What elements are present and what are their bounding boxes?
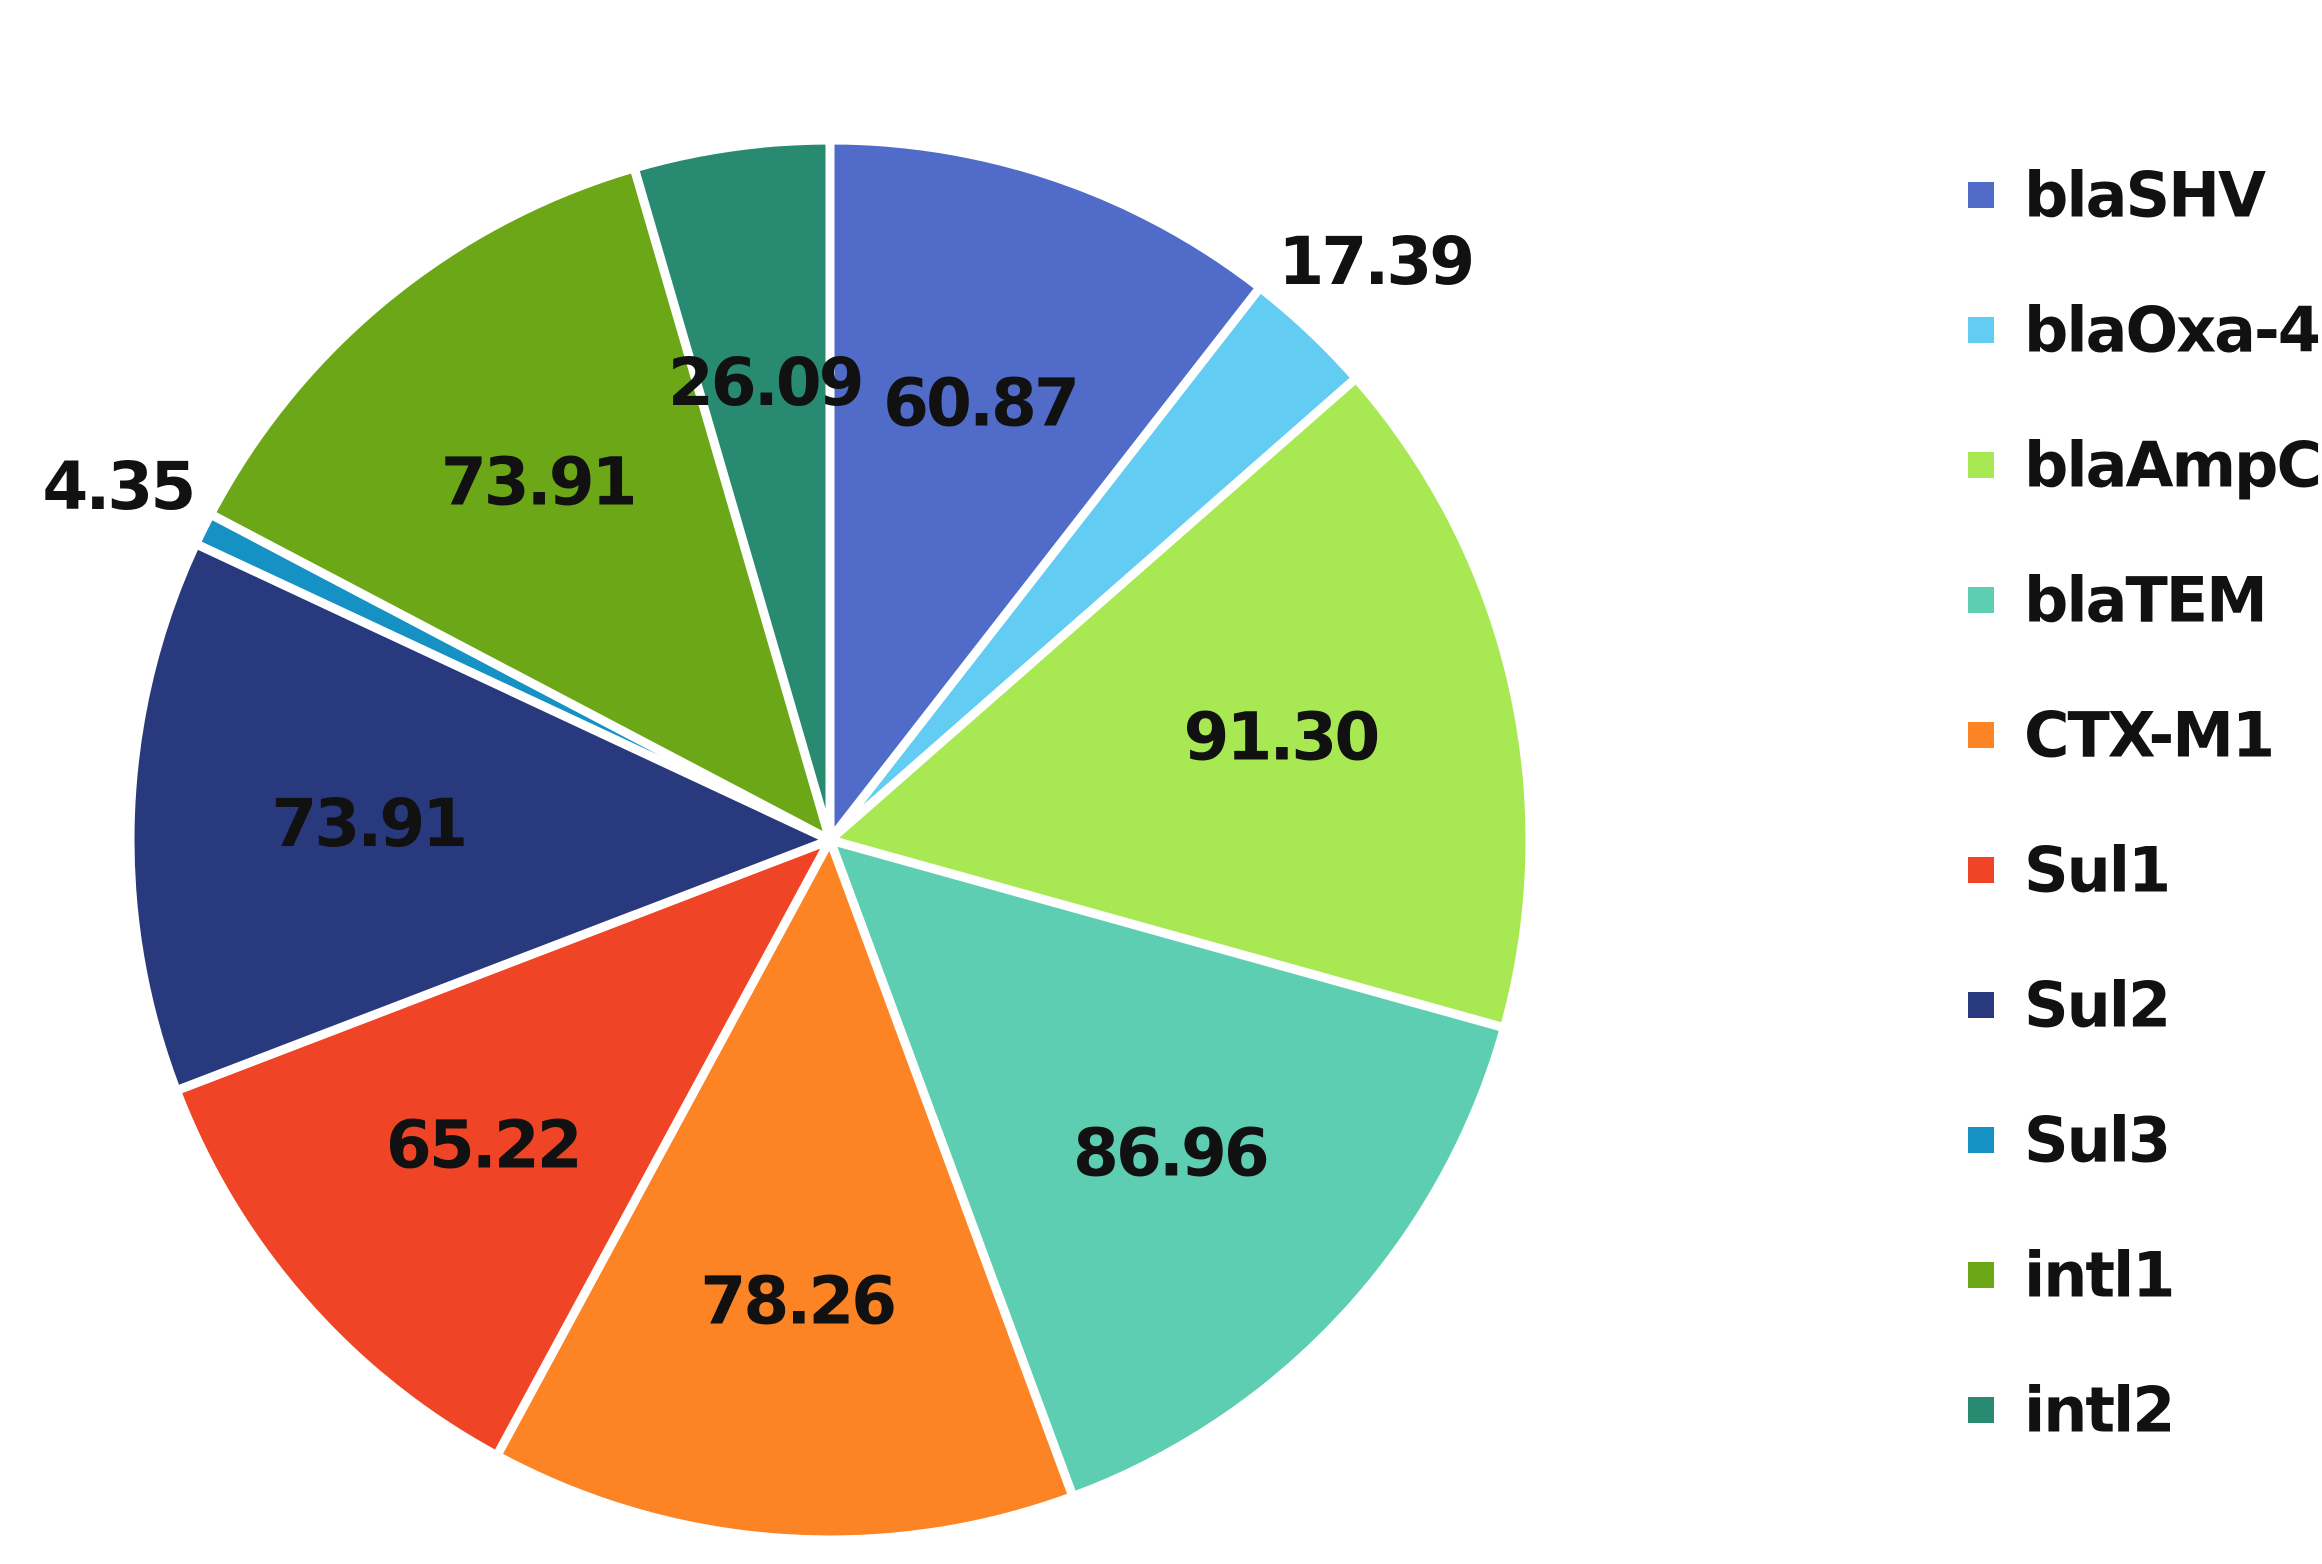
- legend-swatch-ctx-m1: [1968, 722, 1994, 748]
- slice-ctx-m1: [492, 835, 1078, 1545]
- legend-label-blashv: blaSHV: [2024, 159, 2266, 232]
- legend-swatch-intl1: [1968, 1262, 1994, 1288]
- slice-blaampc: [825, 373, 1535, 1033]
- data-label-ctx-m1: 78.26: [700, 1262, 894, 1339]
- data-label-blashv: 60.87: [883, 365, 1077, 442]
- slice-intl1: [205, 163, 835, 845]
- data-label-intl2: 26.09: [668, 344, 862, 421]
- legend-label-sul1: Sul1: [2024, 834, 2169, 907]
- legend-swatch-sul2: [1968, 992, 1994, 1018]
- legend-label-blaoxa-4: blaOxa-4: [2024, 294, 2319, 367]
- slice-blatem: [825, 835, 1509, 1502]
- slice-blashv: [825, 135, 1265, 845]
- legend-swatch-sul3: [1968, 1127, 1994, 1153]
- data-label-sul2: 73.91: [271, 785, 465, 862]
- data-label-intl1: 73.91: [441, 444, 635, 521]
- legend-label-blatem: blaTEM: [2024, 564, 2266, 637]
- data-label-blaoxa-4: 17.39: [1278, 223, 1472, 300]
- legend-swatch-blatem: [1968, 587, 1994, 613]
- slice-sul2: [125, 539, 835, 1096]
- legend-swatch-intl2: [1968, 1397, 1994, 1423]
- legend-swatch-blashv: [1968, 182, 1994, 208]
- legend-label-sul3: Sul3: [2024, 1104, 2169, 1177]
- data-label-sul3: 4.35: [42, 448, 193, 525]
- legend-label-blaampc: blaAmpC: [2024, 429, 2320, 502]
- pie-slices: [125, 135, 1535, 1545]
- legend-label-intl2: intl2: [2024, 1374, 2173, 1447]
- legend-swatch-blaoxa-4: [1968, 317, 1994, 343]
- legend-swatch-sul1: [1968, 857, 1994, 883]
- legend-label-sul2: Sul2: [2024, 969, 2169, 1042]
- legend-swatch-blaampc: [1968, 452, 1994, 478]
- data-labels: 60.87 17.39 91.30 86.96 78.26 65.22 73.91 4.35 7…: [42, 223, 1475, 1339]
- slice-sul1: [171, 835, 835, 1461]
- slice-intl2: [629, 135, 835, 845]
- legend-label-ctx-m1: CTX-M1: [2024, 699, 2273, 772]
- data-label-blatem: 86.96: [1073, 1114, 1267, 1191]
- legend: blaSHV blaOxa-4 blaAmpC blaTEM CTX-M1 Sul1 Sul…: [1968, 159, 2322, 1447]
- data-label-sul1: 65.22: [386, 1106, 580, 1183]
- data-label-blaampc: 91.30: [1184, 699, 1378, 776]
- legend-label-intl1: intl1: [2024, 1239, 2173, 1312]
